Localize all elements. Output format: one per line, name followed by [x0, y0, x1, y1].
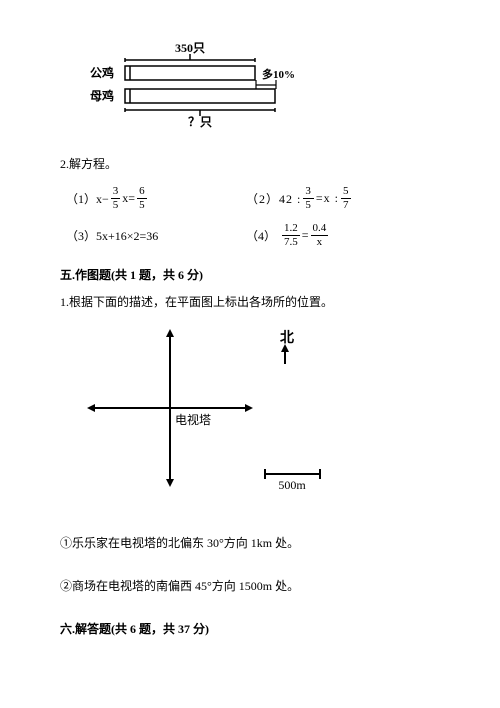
north-label: 北: [280, 330, 294, 346]
center-label: 电视塔: [175, 412, 211, 427]
answer-2: ②商场在电视塔的南偏西 45°方向 1500m 处。: [60, 577, 440, 594]
equation-3: （3）5x+16×2=36: [60, 223, 246, 248]
compass-diagram: 北 电视塔 500m: [70, 324, 440, 508]
bar-diagram: 350只 公鸡 母鸡 多10% ？只: [70, 40, 440, 130]
q2-title: 2.解方程。: [60, 155, 440, 172]
bar-bottom-label: ？只: [188, 115, 212, 129]
scale-label: 500m: [278, 478, 306, 492]
section5-heading: 五.作图题(共 1 题，共 6 分): [60, 266, 440, 283]
bar-top-label: 350只: [175, 41, 205, 55]
answer-1: ①乐乐家在电视塔的北偏东 30°方向 1km 处。: [60, 534, 440, 551]
bar-row2-label: 母鸡: [90, 88, 114, 103]
bar-right-label: 多10%: [262, 67, 295, 81]
bar-row1-label: 公鸡: [90, 65, 114, 80]
equation-4: （4） 1.27.5 = 0.4x: [246, 223, 426, 248]
equation-2: （2）42 : 35 =x : 57: [246, 186, 426, 211]
section5-q1: 1.根据下面的描述，在平面图上标出各场所的位置。: [60, 293, 440, 310]
equation-1: （1）x− 35 x= 65: [60, 186, 246, 211]
section6-heading: 六.解答题(共 6 题，共 37 分): [60, 620, 440, 637]
